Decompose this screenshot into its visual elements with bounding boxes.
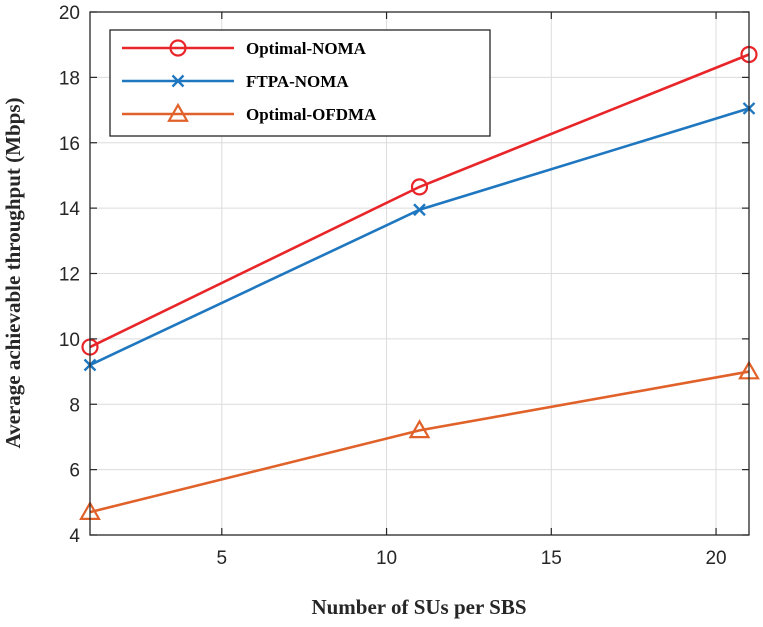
legend-entry-optimal-ofdma: Optimal-OFDMA (122, 102, 377, 124)
y-tick-label: 20 (59, 3, 80, 24)
legend-entry-optimal-noma: Optimal-NOMA (122, 39, 367, 58)
x-axis-title: Number of SUs per SBS (311, 595, 526, 619)
x-tick-label: 10 (376, 548, 397, 569)
legend-entry-ftpa-noma: FTPA-NOMA (122, 72, 349, 91)
series-line-optimal-noma (89, 53, 750, 349)
marker-stroke (413, 203, 426, 217)
x-tick-label: 20 (705, 548, 726, 569)
legend-label-ftpa-noma: FTPA-NOMA (246, 72, 349, 91)
legend-marker-optimal-ofdma (167, 102, 189, 122)
y-tick-label: 8 (69, 395, 80, 416)
y-tick-label: 10 (59, 330, 80, 351)
x-tick-label: 15 (541, 548, 562, 569)
y-tick-label: 12 (59, 265, 80, 286)
legend-label-optimal-noma: Optimal-NOMA (246, 39, 367, 58)
legend-label-optimal-ofdma: Optimal-OFDMA (246, 105, 377, 124)
axis-ticks: 5 10 15 20 4 6 8 10 12 14 16 18 20 (59, 3, 749, 569)
legend-marker-ftpa-noma (171, 74, 185, 88)
y-tick-label: 14 (59, 199, 81, 220)
y-tick-label: 4 (69, 526, 80, 547)
y-axis-title: Average achievable throughput (Mbps) (1, 98, 25, 449)
y-tick-label: 6 (69, 461, 80, 482)
x-tick-label: 5 (217, 548, 228, 569)
data-point-ftpa-noma (413, 203, 426, 217)
data-point-optimal-noma (410, 178, 429, 196)
legend-marker-optimal-noma (169, 39, 187, 57)
series-line-optimal-ofdma (89, 370, 750, 514)
data-point-optimal-ofdma (408, 419, 431, 439)
y-tick-label: 18 (59, 68, 80, 89)
y-tick-label: 16 (59, 134, 80, 155)
marker-stroke (171, 74, 185, 88)
legend: Optimal-NOMA FTPA-NOMA Optimal-OFDMA (109, 29, 491, 137)
